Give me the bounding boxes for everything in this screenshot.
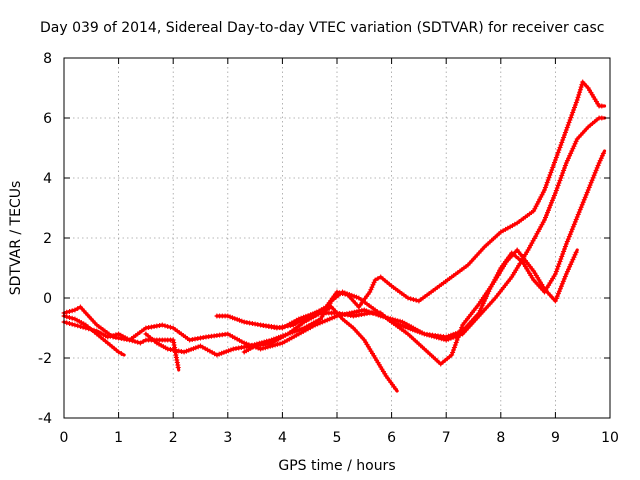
series-track-7	[258, 79, 607, 331]
chart-title: Day 039 of 2014, Sidereal Day-to-day VTE…	[40, 20, 604, 36]
series-line	[144, 248, 579, 366]
x-tick-label: 5	[333, 430, 342, 446]
y-tick-label: -4	[38, 411, 52, 427]
x-tick-label: 1	[114, 430, 123, 446]
y-tick-label: 2	[43, 231, 52, 247]
y-tick-label: 6	[43, 111, 52, 127]
x-tick-label: 4	[278, 430, 287, 446]
x-tick-label: 8	[496, 430, 505, 446]
x-axis-label: GPS time / hours	[278, 458, 395, 474]
series-line	[215, 149, 607, 339]
series-markers	[258, 79, 605, 331]
x-tick-label: 3	[223, 430, 232, 446]
x-tick-label: 9	[551, 430, 560, 446]
series-track-6	[241, 304, 399, 393]
x-tick-label: 10	[601, 430, 619, 446]
y-tick-label: 4	[43, 171, 52, 187]
series-line	[259, 80, 607, 330]
x-tick-label: 2	[169, 430, 178, 446]
x-tick-label: 0	[60, 430, 69, 446]
y-tick-label: 0	[43, 291, 52, 307]
grid	[64, 58, 610, 418]
data-series	[61, 79, 607, 393]
x-tick-label: 6	[387, 430, 396, 446]
series-markers	[241, 304, 398, 392]
y-axis-label: SDTVAR / TECUs	[8, 181, 24, 296]
axes: 0 1 2 3 4 5 6 7 8 9 10 -4 -2 0 2 4 6 8	[38, 51, 619, 446]
y-tick-label: 8	[43, 51, 52, 67]
series-track-3	[61, 115, 607, 352]
x-tick-label: 7	[442, 430, 451, 446]
y-tick-label: -2	[38, 351, 52, 367]
